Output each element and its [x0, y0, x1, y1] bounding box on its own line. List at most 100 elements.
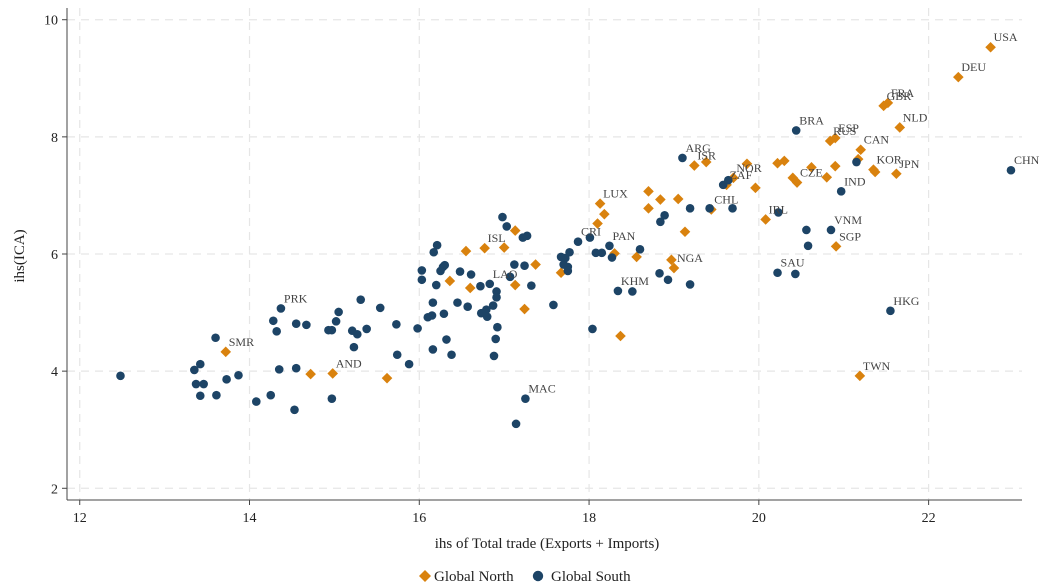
point-global-south	[392, 350, 402, 360]
x-tick-label: 14	[243, 511, 257, 526]
point-global-south	[455, 267, 465, 276]
point-label-gbr: GBR	[887, 89, 912, 103]
point-global-south	[463, 302, 472, 312]
point-global-south	[428, 345, 438, 354]
point-global-south	[290, 405, 299, 415]
point-global-south	[291, 319, 301, 329]
point-global-south	[685, 280, 695, 289]
point-global-south	[886, 306, 895, 316]
point-global-south	[428, 298, 438, 307]
point-global-north	[305, 368, 316, 380]
point-global-south	[852, 157, 861, 167]
point-global-south	[268, 316, 278, 326]
point-label-fra: FRA	[891, 86, 915, 100]
point-global-south	[356, 295, 366, 304]
point-label-ind: IND	[844, 174, 866, 188]
point-global-south	[728, 204, 737, 213]
point-global-south	[605, 241, 614, 251]
point-label-nor: NOR	[736, 161, 761, 175]
point-global-north	[672, 193, 684, 205]
y-tick-label: 10	[44, 14, 58, 29]
point-global-north	[327, 368, 339, 379]
point-global-south	[492, 293, 501, 302]
point-global-north	[878, 100, 889, 112]
point-global-south	[190, 365, 199, 375]
point-label-kor: KOR	[876, 153, 901, 167]
x-tick-label: 22	[922, 511, 936, 526]
point-global-south	[489, 351, 499, 361]
point-label-mac: MAC	[528, 382, 555, 396]
point-label-deu: DEU	[961, 60, 986, 74]
point-label-zaf: ZAF	[730, 168, 753, 182]
point-global-north	[643, 203, 654, 214]
point-global-south	[791, 269, 800, 279]
point-global-south	[266, 390, 276, 400]
point-global-north	[689, 160, 700, 171]
point-global-north	[894, 122, 906, 133]
point-label-arg: ARG	[685, 141, 711, 155]
legend-label-global-south: Global South	[551, 569, 631, 585]
y-tick-label: 8	[51, 131, 58, 146]
x-axis-title: ihs of Total trade (Exports + Imports)	[435, 536, 660, 552]
point-global-south	[116, 371, 125, 381]
point-global-north	[460, 245, 472, 257]
y-tick-label: 4	[51, 365, 58, 380]
point-global-north	[519, 303, 530, 315]
point-global-north	[830, 241, 842, 252]
point-global-south	[447, 350, 456, 360]
x-tick-label: 16	[412, 511, 426, 526]
point-global-north	[599, 208, 610, 220]
point-label-sau: SAU	[781, 256, 805, 270]
point-global-south	[453, 298, 462, 307]
point-global-south	[222, 375, 231, 384]
point-global-south	[191, 379, 201, 389]
point-global-south	[773, 268, 782, 278]
legend-marker-global-south	[532, 570, 544, 582]
point-global-north	[869, 166, 881, 178]
point-global-south	[685, 204, 695, 213]
point-global-south	[195, 391, 205, 401]
point-global-south	[211, 333, 220, 343]
legend: Global North Global South	[419, 569, 631, 585]
point-global-south	[549, 300, 558, 310]
point-global-south	[559, 260, 568, 269]
point-global-south	[302, 320, 311, 330]
point-global-south	[597, 248, 607, 258]
point-global-south	[488, 301, 498, 310]
point-global-north	[821, 171, 833, 183]
y-axis-title: ihs(ICA)	[12, 229, 28, 282]
point-global-south	[607, 253, 617, 262]
point-global-south	[276, 304, 286, 313]
point-global-north	[855, 144, 867, 156]
point-global-north	[760, 214, 771, 225]
point-global-south	[349, 342, 359, 352]
point-global-south	[493, 322, 502, 332]
point-global-north	[668, 262, 680, 274]
point-label-chn: CHN	[1014, 153, 1040, 167]
point-global-south	[791, 126, 801, 135]
point-global-north	[555, 267, 567, 279]
point-label-nld: NLD	[903, 110, 928, 124]
point-global-north	[464, 282, 476, 294]
point-global-south	[588, 324, 597, 334]
y-tick-label: 2	[51, 482, 58, 497]
point-label-twn: TWN	[863, 359, 891, 373]
point-global-south	[522, 231, 532, 241]
point-global-south	[723, 175, 733, 185]
point-global-north	[609, 248, 620, 259]
point-global-south	[774, 208, 783, 217]
point-global-south	[803, 241, 813, 251]
point-global-south	[491, 334, 500, 344]
point-label-nga: NGA	[677, 251, 703, 265]
point-label-smr: SMR	[229, 335, 254, 349]
point-global-north	[750, 182, 761, 194]
grid-lines	[67, 8, 1022, 500]
point-global-south	[439, 309, 449, 319]
point-label-usa: USA	[994, 30, 1018, 44]
point-global-north	[615, 330, 626, 342]
legend-item-global-south: Global South	[532, 569, 631, 585]
point-global-north	[700, 156, 712, 168]
point-global-south	[375, 303, 385, 313]
point-global-south	[527, 281, 536, 290]
